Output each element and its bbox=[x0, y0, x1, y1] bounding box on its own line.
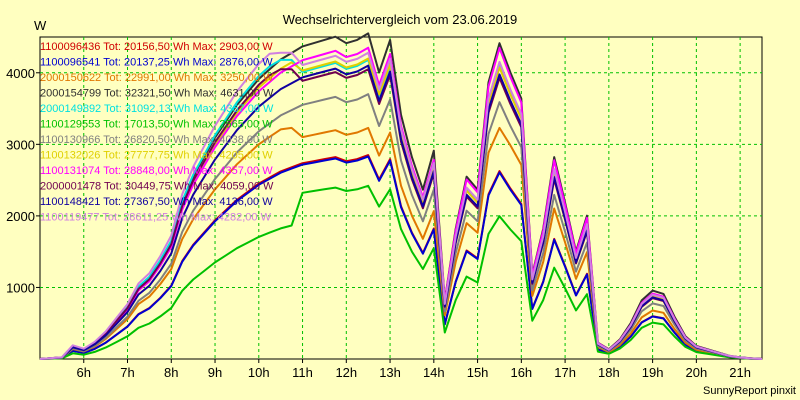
legend-entry: 1100132026 Tot: 27777,75 Wh Max: 4205,00… bbox=[40, 150, 273, 162]
series-line-1100129553 bbox=[39, 184, 763, 360]
legend-entry: 1100131074 Tot: 28848,00 Wh Max: 4357,00… bbox=[40, 165, 273, 177]
y-axis-unit: W bbox=[34, 18, 47, 33]
legend-entry: 1100096436 Tot: 20156,50 Wh Max: 2903,00… bbox=[40, 41, 273, 53]
x-tick-label: 17h bbox=[554, 365, 576, 380]
series-line-1100130966 bbox=[39, 93, 763, 360]
credit-label: SunnyReport pinxit bbox=[703, 385, 796, 397]
x-tick-label: 19h bbox=[642, 365, 664, 380]
legend-entry: 1100096541 Tot: 20137,25 Wh Max: 2876,00… bbox=[40, 57, 273, 69]
x-tick-label: 8h bbox=[164, 365, 178, 380]
legend-entry: 1100129553 Tot: 17013,50 Wh Max: 2565,00… bbox=[40, 119, 273, 131]
legend-entry: 2000150622 Tot: 22991,00 Wh Max: 3250,00… bbox=[40, 72, 274, 84]
series-lines bbox=[39, 32, 763, 360]
x-tick-label: 15h bbox=[467, 365, 489, 380]
x-tick-label: 21h bbox=[729, 365, 751, 380]
x-tick-label: 7h bbox=[120, 365, 134, 380]
y-tick-label: 3000 bbox=[6, 137, 35, 152]
x-tick-label: 13h bbox=[379, 365, 401, 380]
x-tick-label: 9h bbox=[208, 365, 222, 380]
x-tick-label: 16h bbox=[510, 365, 532, 380]
series-line-1100119477 bbox=[39, 51, 763, 360]
series-line-1100148421 bbox=[39, 64, 763, 360]
x-axis-ticks: 6h 7h 8h 9h 10h 11h 12h 13h 14h 15h 16h 17h 18h 19h 20… bbox=[77, 359, 751, 380]
x-tick-label: 6h bbox=[77, 365, 91, 380]
y-tick-label: 4000 bbox=[6, 66, 35, 81]
legend-entry: 1100119477 Tot: 28611,25 Wh Max: 4282,00… bbox=[40, 212, 272, 224]
x-tick-label: 14h bbox=[423, 365, 445, 380]
legend-entry: 1100148421 Tot: 27367,50 Wh Max: 4136,00… bbox=[40, 196, 273, 208]
legend-entry: 2000149892 Tot: 31092,13 Wh Max: 4367,00… bbox=[40, 103, 274, 115]
x-tick-label: 18h bbox=[598, 365, 620, 380]
y-tick-label: 1000 bbox=[6, 280, 35, 295]
x-tick-label: 12h bbox=[335, 365, 357, 380]
y-axis-ticks: 1000 2000 3000 4000 bbox=[6, 66, 40, 295]
legend-entry: 2000001478 Tot: 30449,75 Wh Max: 4059,00… bbox=[40, 181, 274, 193]
y-tick-label: 2000 bbox=[6, 209, 35, 224]
x-tick-label: 11h bbox=[292, 365, 313, 380]
x-tick-label: 20h bbox=[686, 365, 708, 380]
x-tick-label: 10h bbox=[248, 365, 270, 380]
legend-entry: 2000154799 Tot: 32321,50 Wh Max: 4631,00… bbox=[40, 88, 274, 100]
legend-entry: 1100130966 Tot: 26820,50 Wh Max: 4038,00… bbox=[40, 134, 273, 146]
chart-title: Wechselrichtervergleich vom 23.06.2019 bbox=[283, 12, 518, 27]
legend: 1100096436 Tot: 20156,50 Wh Max: 2903,00… bbox=[40, 41, 274, 224]
series-line-1100096541 bbox=[39, 155, 763, 360]
series-line-2000150622 bbox=[39, 126, 763, 360]
